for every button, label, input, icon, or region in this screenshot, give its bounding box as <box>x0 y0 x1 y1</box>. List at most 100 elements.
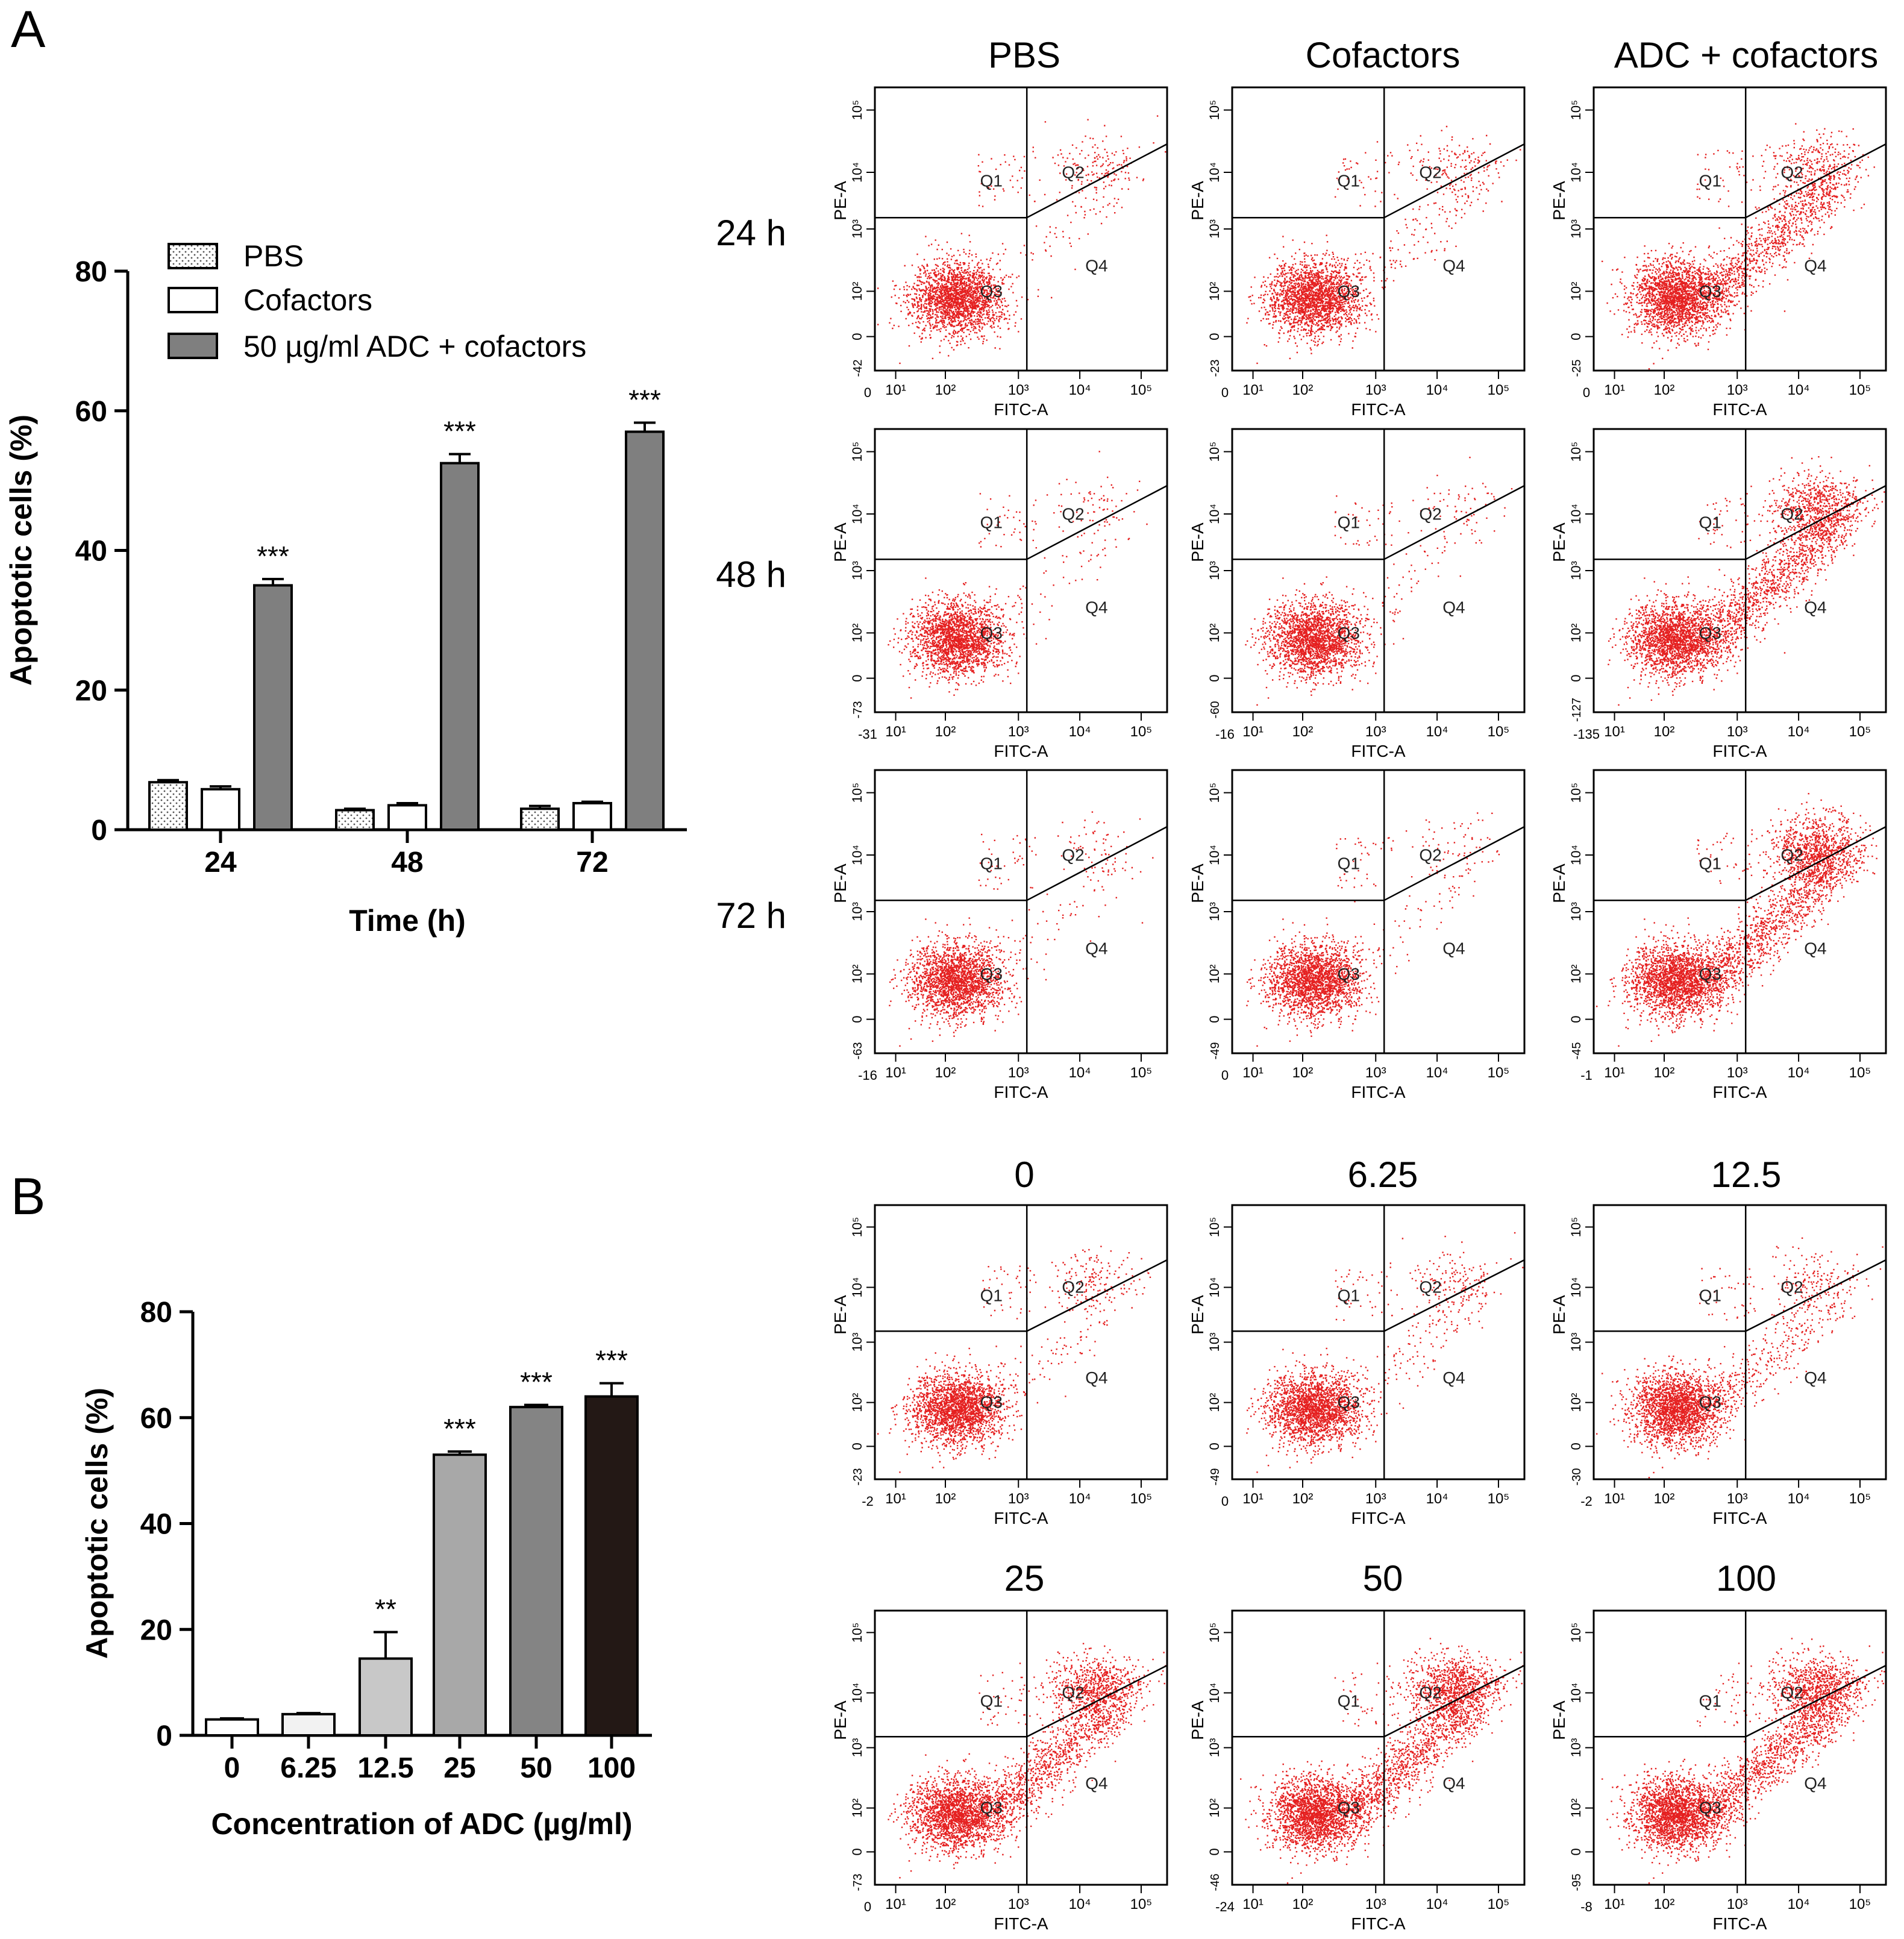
plot-frame <box>1592 769 1887 1054</box>
x-tick-label: 25 <box>443 1752 475 1784</box>
bar-chart-time-course: Apoptotic cells (%) Time (h) 0 20 40 60 80 24… <box>4 256 687 938</box>
quadrant-label-q4: Q4 <box>1442 1368 1465 1387</box>
y-tick-label: 10² <box>1207 1393 1222 1412</box>
x-tick-label: 10¹ <box>1604 382 1625 398</box>
flow-plot: Q1 Q2 Q3 Q4 10¹ 10² 10³ 10⁴ 10⁵ -2 FITC-A 10⁵ 10⁴ 10³… <box>831 1204 1168 1527</box>
y-axis-title: PE-A <box>1550 1295 1568 1335</box>
y-tick-label: 0 <box>850 674 865 681</box>
x-min-label: 0 <box>1221 385 1229 400</box>
quadrant-gate-diagonal <box>1026 1664 1168 1738</box>
bar-concentration-6-25 <box>281 1712 336 1737</box>
flow-plot: Q1 Q2 Q3 Q4 10¹ 10² 10³ 10⁴ 10⁵ 0 FITC-A 10⁵ 10⁴ 10³ 1… <box>1188 769 1526 1101</box>
y-tick-label: 10⁴ <box>1207 162 1222 183</box>
x-tick-label: 10⁴ <box>1426 1896 1448 1912</box>
y-min-label: -46 <box>1209 1874 1222 1891</box>
quadrant-label-q1: Q1 <box>1338 854 1360 873</box>
plot-frame <box>1231 1204 1526 1480</box>
y-tick-label: 0 <box>850 333 865 340</box>
quadrant-label-q4: Q4 <box>1085 939 1107 958</box>
x-axis-title: FITC-A <box>1712 1509 1767 1527</box>
x-tick-label: 10² <box>935 1065 956 1081</box>
quadrant-label-q1: Q1 <box>1699 172 1721 190</box>
flow-plot: Q1 Q2 Q3 Q4 10¹ 10² 10³ 10⁴ 10⁵ 0 FITC-A 10⁵ 10⁴ 10³ 1… <box>831 1609 1168 1933</box>
x-tick-label: 10³ <box>1008 724 1029 740</box>
y-tick-label: 10⁵ <box>1568 1623 1583 1643</box>
y-min-label: -45 <box>1570 1042 1583 1060</box>
x-tick-label: 10³ <box>1727 1491 1748 1507</box>
quadrant-label-q4: Q4 <box>1442 939 1465 958</box>
x-axis-title: Concentration of ADC (µg/ml) <box>211 1807 632 1841</box>
y-tick-label: 60 <box>75 396 107 428</box>
column-title: 100 <box>1716 1558 1776 1599</box>
quadrant-gate-diagonal <box>1026 825 1168 901</box>
y-tick-label: 0 <box>1207 1443 1222 1450</box>
bar-cofactors-72 <box>572 801 612 832</box>
y-tick-label: 10⁴ <box>1568 162 1583 183</box>
y-tick-label: 0 <box>1207 1015 1222 1023</box>
flow-plot: Q1 Q2 Q3 Q4 10¹ 10² 10³ 10⁴ 10⁵ 0 FITC-A 10⁵ 10⁴ 10³ 1… <box>831 86 1168 419</box>
x-axis-title: Time (h) <box>349 904 466 938</box>
y-tick-label: 0 <box>91 815 107 847</box>
x-tick-label: 10⁴ <box>1788 1065 1810 1081</box>
x-axis-title: FITC-A <box>1351 1083 1406 1101</box>
x-tick-label: 0 <box>224 1752 240 1784</box>
event-dots <box>1246 812 1500 1047</box>
plot-frame <box>874 86 1168 372</box>
legend-label-cofactors: Cofactors <box>243 283 372 317</box>
y-min-label: -73 <box>851 701 865 719</box>
x-tick-label: 10¹ <box>1242 382 1264 398</box>
x-min-label: -16 <box>858 1068 877 1083</box>
quadrant-gate-diagonal <box>1383 143 1525 219</box>
bar-cofactors-24 <box>201 788 240 831</box>
quadrant-label-q3: Q3 <box>980 624 1003 642</box>
x-tick-label: 10³ <box>1365 382 1386 398</box>
x-axis-title: FITC-A <box>1351 742 1406 760</box>
y-tick-label: 10³ <box>850 902 865 921</box>
y-tick-label: 10⁴ <box>1207 1277 1222 1298</box>
quadrant-label-q2: Q2 <box>1780 504 1803 523</box>
x-tick-label: 10³ <box>1365 724 1386 740</box>
quadrant-gate-diagonal <box>1383 484 1525 560</box>
plot-frame <box>1231 86 1526 372</box>
x-min-label: -135 <box>1573 727 1600 742</box>
x-tick-label: 10⁵ <box>1488 1491 1510 1507</box>
y-tick-label: 10² <box>1568 282 1583 301</box>
bar-pbs-48 <box>335 809 375 832</box>
row-title: 24 h <box>716 213 786 253</box>
x-tick-label: 10³ <box>1727 382 1748 398</box>
event-dots <box>877 1245 1151 1473</box>
plot-frame <box>1592 86 1887 372</box>
x-tick-label: 10⁵ <box>1130 1491 1153 1507</box>
y-tick-label: 10⁵ <box>1207 1623 1222 1643</box>
y-min-label: -60 <box>1209 701 1222 719</box>
significance-label: *** <box>595 1345 628 1376</box>
y-axis-title: PE-A <box>1188 181 1207 221</box>
quadrant-label-q2: Q2 <box>1780 1278 1803 1297</box>
y-min-label: -42 <box>851 360 865 377</box>
significance-label: *** <box>520 1367 553 1398</box>
quadrant-label-q1: Q1 <box>1338 172 1360 190</box>
y-tick-label: 10⁴ <box>1207 1683 1222 1703</box>
y-tick-label: 10⁴ <box>1568 1683 1583 1703</box>
x-tick-label: 50 <box>520 1752 552 1784</box>
y-tick-label: 10² <box>1207 624 1222 643</box>
flow-plot: Q1 Q2 Q3 Q4 10¹ 10² 10³ 10⁴ 10⁵ 0 FITC-A 10⁵ 10⁴ 10³ 1… <box>1550 86 1887 419</box>
y-min-label: -49 <box>1209 1468 1222 1486</box>
flow-grid-time-course: Q1 Q2 Q3 Q4 10¹ 10² 10³ 10⁴ 10⁵ 0 FITC-A 10⁵ 10⁴ 10³ 1… <box>831 86 1887 1101</box>
y-tick-label: 10³ <box>1207 1738 1222 1758</box>
y-tick-label: 10³ <box>1568 1333 1583 1352</box>
x-tick-label: 10² <box>935 1491 956 1507</box>
plot-frame <box>874 769 1168 1054</box>
bar-cofactors-48 <box>387 804 427 831</box>
x-axis-title: FITC-A <box>994 1509 1048 1527</box>
quadrant-label-q3: Q3 <box>1699 965 1721 983</box>
column-title: Cofactors <box>1306 35 1461 75</box>
plot-frame <box>874 428 1168 713</box>
x-tick-label: 10⁴ <box>1426 724 1448 740</box>
x-tick-label: 10² <box>1292 1491 1314 1507</box>
x-axis-title: FITC-A <box>1351 400 1406 419</box>
event-dots <box>889 811 1154 1047</box>
quadrant-label-q1: Q1 <box>1699 1286 1721 1305</box>
x-axis-title: FITC-A <box>1712 400 1767 419</box>
quadrant-label-q3: Q3 <box>1338 1799 1360 1817</box>
